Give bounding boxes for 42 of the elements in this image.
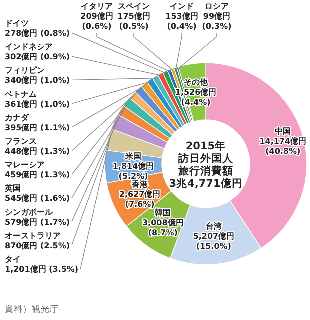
slice-label: ドイツ xyxy=(5,19,29,28)
slice-label: オーストラリア xyxy=(5,231,61,240)
data-label: 278億円 (0.8%) xyxy=(5,29,70,38)
data-label: 3,008億円 (8.7%) xyxy=(142,218,184,238)
slice-label: ロシア xyxy=(205,2,229,11)
data-label: 302億円 (0.9%) xyxy=(5,52,70,62)
data-label: 5,207億円 (15.0%) xyxy=(193,232,235,252)
data-label: 361億円 (1.0%) xyxy=(5,100,70,109)
text: 2015年 xyxy=(186,139,226,152)
data-label: 99億円 (0.3%) xyxy=(202,12,232,31)
slice-label: 中国 xyxy=(275,126,292,136)
slice-label: シンガポール xyxy=(5,208,54,217)
slice-label: 英国 xyxy=(4,184,21,194)
data-label: 545億円 (1.6%) xyxy=(5,194,70,204)
data-label: 1,201億円 (3.5%) xyxy=(5,265,79,274)
data-label: 14,174億円 (40.8%) xyxy=(260,136,307,156)
slice-label: タイ xyxy=(5,255,21,264)
data-label: 209億円 (0.6%) xyxy=(80,12,114,31)
slice-label: インド xyxy=(170,2,194,11)
slice-label: イタリア xyxy=(81,2,113,11)
data-label: 340億円 (1.0%) xyxy=(5,76,70,86)
data-label: 2,627億円 (7.6%) xyxy=(119,190,161,210)
data-label: 448億円 (1.3%) xyxy=(5,147,70,156)
slice-label: マレーシア xyxy=(5,160,45,170)
data-label: 395億円 (1.1%) xyxy=(5,123,70,132)
text: 資料）観光庁 xyxy=(5,304,59,315)
slice-label: フィリピン xyxy=(5,66,45,76)
data-label: 579億円 (1.7%) xyxy=(5,218,70,227)
data-label: 175億円 (0.5%) xyxy=(118,12,150,31)
slice-label: フランス xyxy=(5,137,37,146)
text: 3兆4,771億円 xyxy=(169,176,243,190)
text: 訪日外国人旅行消費額 xyxy=(178,152,234,178)
slice-label: ベトナム xyxy=(4,90,37,99)
data-label: 153億円 (0.4%) xyxy=(166,12,198,31)
slice-label: インドネシア xyxy=(5,42,53,52)
slice-label: 香港 xyxy=(131,180,150,190)
slice-label: 台湾 xyxy=(206,221,223,232)
slice-label: カナダ xyxy=(5,113,30,122)
slice-label: スペイン xyxy=(118,2,150,11)
slice-label: 韓国 xyxy=(155,208,172,218)
data-label: 459億円 (1.3%) xyxy=(5,170,70,180)
data-label: 870億円 (2.5%) xyxy=(5,241,70,250)
